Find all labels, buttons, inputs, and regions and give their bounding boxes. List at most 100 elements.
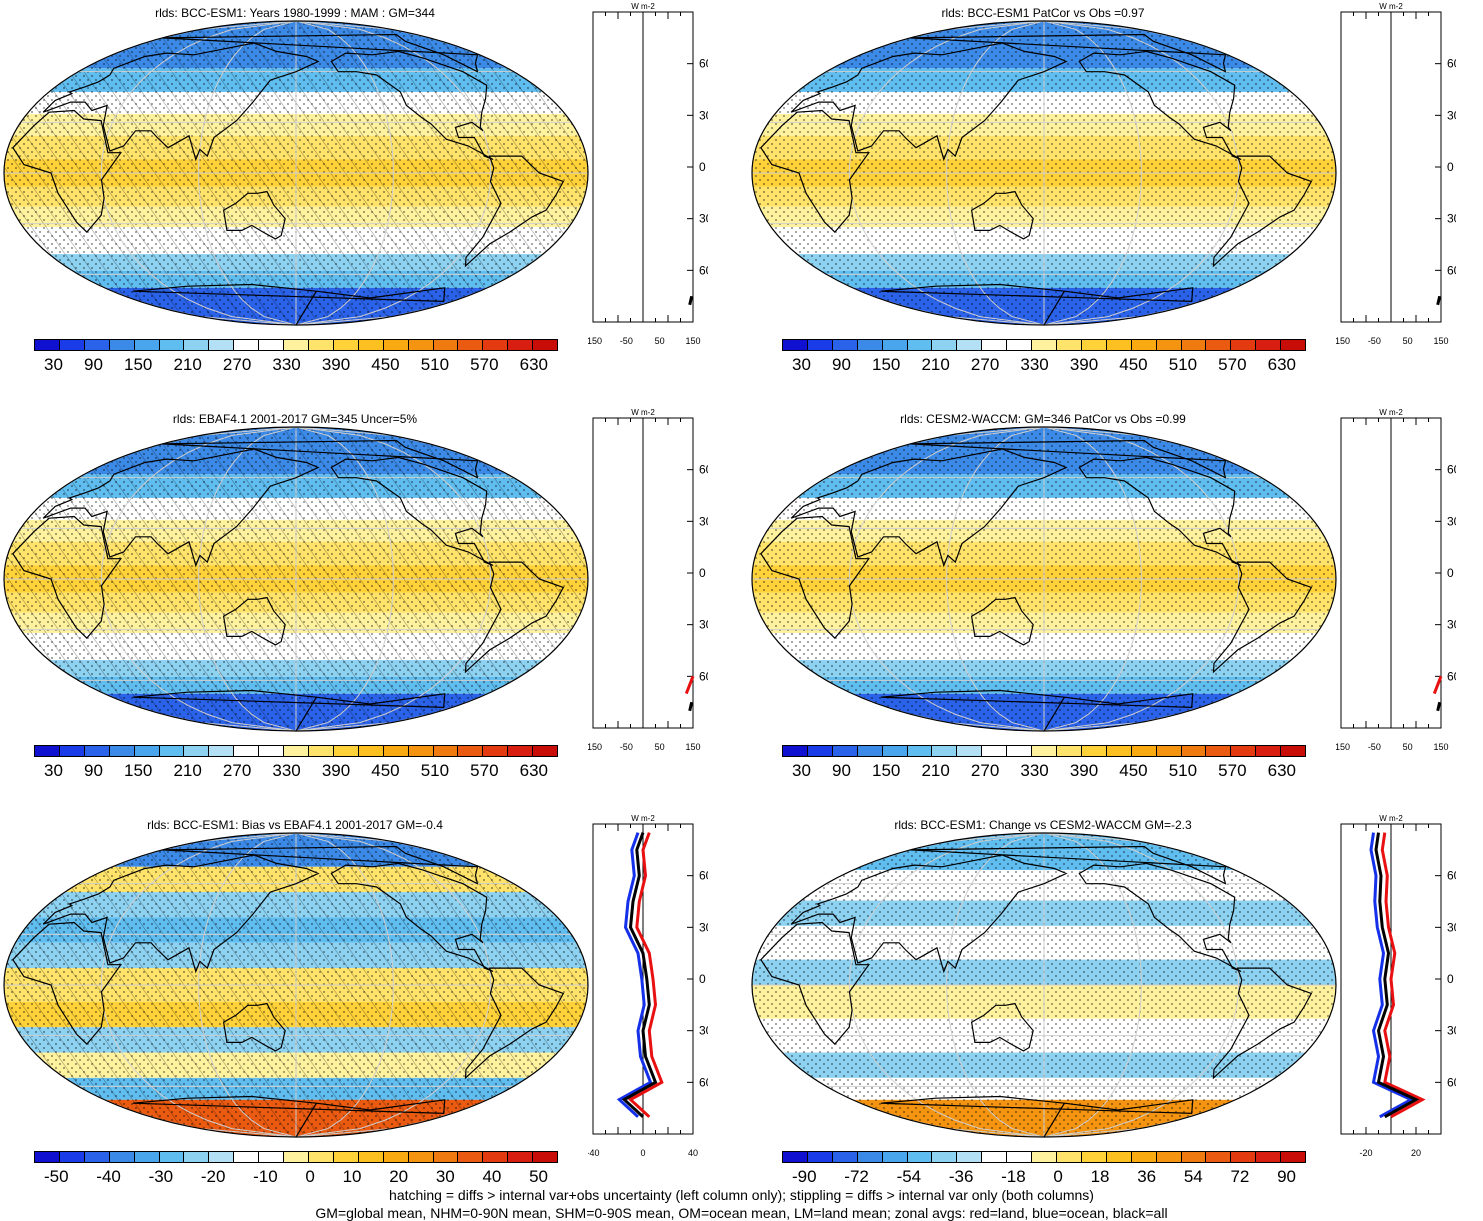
longitude-line	[946, 427, 1045, 731]
coastline	[790, 854, 1068, 974]
colorbar-tick-label: 570	[1218, 761, 1247, 780]
colorbar-tick-label: 270	[222, 355, 252, 374]
longitude-line	[946, 21, 1045, 325]
x-tick-label: -150	[1336, 336, 1350, 346]
colorbar-swatch	[333, 1152, 359, 1162]
colorbar-labels: 30 90 150 210 270 330 390 450 510 570 630	[782, 761, 1306, 783]
colorbar-swatch	[408, 746, 434, 756]
colorbar-swatch	[383, 340, 409, 350]
colorbar-swatch	[783, 746, 808, 756]
latitude-label: 30S	[699, 618, 708, 632]
zonal-line	[684, 675, 695, 695]
map-border	[751, 832, 1337, 1138]
units-label: W m-2	[1379, 814, 1403, 823]
longitude-line	[295, 21, 492, 325]
latitude-label: 60S	[699, 263, 708, 277]
colorbar-swatch	[1256, 1152, 1282, 1162]
zonal-mean-plot: W m-2 60N 30N 0 30S 60S -150 -50 50 150	[588, 408, 708, 752]
units-label: W m-2	[631, 408, 655, 417]
zonal-line	[616, 832, 653, 1118]
colorbar-swatch	[333, 340, 359, 350]
coastline	[760, 109, 870, 233]
coastline	[1078, 862, 1242, 973]
colorbar	[34, 1151, 558, 1163]
colorbar-swatch	[1231, 746, 1257, 756]
latitude-label: 60N	[1447, 869, 1456, 883]
x-tick-label: -50	[1368, 742, 1381, 752]
colorbar-labels: 30 90 150 210 270 330 390 450 510 570 630	[34, 761, 558, 783]
longitude-line	[295, 21, 394, 325]
colorbar-swatch	[1156, 340, 1182, 350]
colorbar	[782, 745, 1306, 757]
colorbar-swatch	[433, 1152, 459, 1162]
zonal-line	[1374, 832, 1420, 1119]
coastline	[132, 689, 446, 731]
colorbar-swatch	[1007, 746, 1033, 756]
x-tick-label: 50	[655, 742, 665, 752]
longitude-line	[198, 427, 297, 731]
x-tick-label: -150	[588, 336, 602, 346]
colorbar-swatch	[159, 746, 185, 756]
colorbar-swatch	[857, 1152, 883, 1162]
x-tick-label: -50	[620, 336, 633, 346]
coastline	[910, 439, 1227, 479]
colorbar-swatch	[857, 746, 883, 756]
coastline	[162, 439, 479, 479]
zonal-line	[1380, 832, 1426, 1119]
coastline	[970, 596, 1034, 646]
longitude-line	[100, 833, 297, 1137]
colorbar-tick-label: 510	[420, 761, 450, 780]
colorbar-tick-label: -20	[200, 1167, 226, 1186]
global-map	[751, 20, 1337, 326]
colorbar-tick-label: 630	[519, 761, 548, 780]
colorbar-tick-label: 270	[970, 355, 1000, 374]
latitude-label: 60N	[1447, 463, 1456, 477]
colorbar-tick-label: 10	[342, 1167, 362, 1186]
colorbar-swatch	[1131, 340, 1157, 350]
x-tick-label: 150	[685, 336, 700, 346]
colorbar	[34, 339, 558, 351]
colorbar-tick-label: -30	[148, 1167, 174, 1186]
colorbar-swatch	[807, 1152, 833, 1162]
colorbar-tick-label: 270	[970, 761, 1000, 780]
colorbar-swatch	[209, 340, 235, 350]
latitude-label: 30N	[1447, 514, 1456, 528]
colorbar-tick-label: 150	[124, 761, 153, 780]
colorbar-swatch	[1256, 340, 1282, 350]
colorbar-swatch	[1281, 340, 1306, 350]
colorbar-labels: -50 -40 -30 -20 -10 0 10 20 30 40 50	[34, 1167, 558, 1189]
latitude-label: 60S	[699, 669, 708, 683]
colorbar-swatch	[1056, 1152, 1082, 1162]
coastline	[330, 50, 494, 161]
colorbar-tick-label: -36	[948, 1167, 974, 1186]
colorbar-tick-label: -72	[844, 1167, 869, 1186]
longitude-line	[1043, 21, 1142, 325]
coastline	[162, 33, 479, 73]
footer-note-hatching: hatching = diffs > internal var+obs unce…	[389, 1187, 1094, 1203]
latitude-label: 30N	[699, 920, 708, 934]
coastline	[760, 515, 870, 639]
colorbar-tick-label: 450	[1119, 761, 1148, 780]
colorbar-swatch	[882, 340, 908, 350]
colorbar-swatch	[259, 1152, 285, 1162]
x-tick-label: -150	[588, 742, 602, 752]
colorbar-labels: 30 90 150 210 270 330 390 450 510 570 630	[782, 355, 1306, 377]
colorbar-swatch	[483, 746, 509, 756]
colorbar	[34, 745, 558, 757]
colorbar-tick-label: 390	[1069, 355, 1099, 374]
colorbar-swatch	[1032, 1152, 1057, 1162]
latitude-label: 0	[699, 160, 706, 174]
colorbar-tick-label: 390	[1069, 761, 1099, 780]
footer-note-legend: GM=global mean, NHM=0-90N mean, SHM=0-90…	[315, 1205, 1168, 1221]
colorbar-swatch	[184, 746, 210, 756]
longitude-line	[100, 427, 297, 731]
colorbar-swatch	[508, 340, 534, 350]
longitude-line	[1043, 427, 1240, 731]
colorbar-swatch	[1032, 746, 1057, 756]
colorbar-swatch	[508, 1152, 534, 1162]
colorbar-swatch	[533, 746, 558, 756]
coastline	[1212, 967, 1313, 1080]
colorbar-tick-label: 330	[272, 761, 301, 780]
longitude-line	[295, 427, 394, 731]
coastline	[12, 109, 122, 233]
